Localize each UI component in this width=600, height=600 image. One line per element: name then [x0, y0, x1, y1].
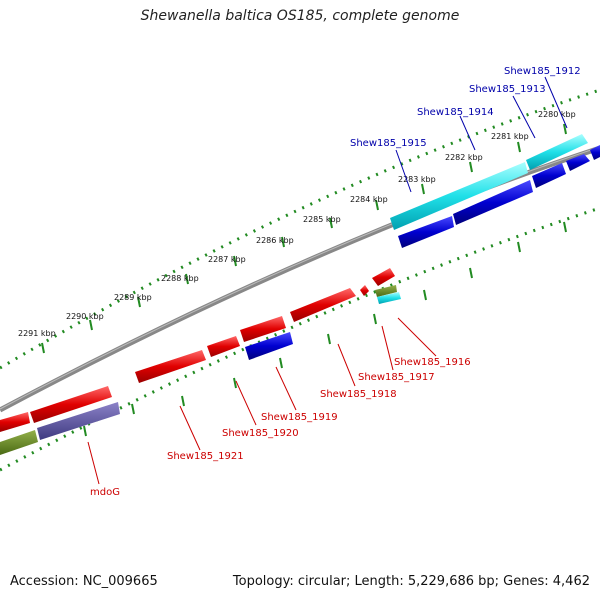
- page-title: Shewanella baltica OS185, complete genom…: [140, 8, 460, 24]
- cds-feature-1913: [453, 180, 533, 225]
- gene-label-Shew185_1913: Shew185_1913: [469, 84, 546, 95]
- gene-label-mdoG: mdoG: [90, 487, 120, 498]
- tick-label-2287: 2287 kbp: [208, 255, 246, 264]
- genome-summary-text: Topology: circular; Length: 5,229,686 bp…: [232, 574, 590, 589]
- cds-feature-1912b: [566, 154, 590, 171]
- gene-label-Shew185_1916: Shew185_1916: [394, 357, 471, 368]
- tick-label-2282: 2282 kbp: [445, 153, 483, 162]
- gene-label-Shew185_1915: Shew185_1915: [350, 138, 427, 149]
- genome-backbone-highlight: [0, 146, 600, 410]
- tick-label-2281: 2281 kbp: [491, 132, 529, 141]
- inner-ticks: [83, 221, 567, 437]
- tick-label-2288: 2288 kbp: [161, 274, 199, 283]
- cds-feature-mdoG: [30, 386, 112, 423]
- cds-feature-1920: [207, 336, 240, 357]
- top-label-leaders: [395, 76, 568, 193]
- forward-features: [390, 134, 600, 248]
- accession-text: Accession: NC_009665: [10, 574, 158, 589]
- tick-label-2285: 2285 kbp: [303, 215, 341, 224]
- genome-backbone: [0, 145, 600, 413]
- tick-label-2286: 2286 kbp: [256, 236, 294, 245]
- reverse-features: [0, 268, 401, 455]
- bottom-label-leaders: [87, 317, 437, 485]
- tick-label-2291: 2291 kbp: [18, 329, 56, 338]
- scale-track-inner: [0, 206, 600, 472]
- gene-label-Shew185_1919: Shew185_1919: [261, 412, 338, 423]
- rna-feature-1913: [390, 162, 528, 230]
- rna-feature-1912: [526, 134, 588, 170]
- cds-feature-1916b: [375, 285, 397, 297]
- gene-label-Shew185_1917: Shew185_1917: [358, 372, 435, 383]
- gene-label-Shew185_1921: Shew185_1921: [167, 451, 244, 462]
- cds-feature-1919a: [240, 316, 286, 342]
- gene-label-Shew185_1912: Shew185_1912: [504, 66, 581, 77]
- cds-feature-1921: [135, 350, 206, 383]
- cds-feature-edge-left: [0, 412, 30, 432]
- cds-feature-olive: [0, 430, 38, 455]
- tick-label-2283: 2283 kbp: [398, 175, 436, 184]
- tick-label-2289: 2289 kbp: [114, 293, 152, 302]
- gene-label-Shew185_1920: Shew185_1920: [222, 428, 299, 439]
- tick-label-2280: 2280 kbp: [538, 110, 576, 119]
- cds-feature-1918: [290, 288, 356, 322]
- cds-feature-purple: [37, 402, 120, 440]
- cds-feature-1914: [398, 216, 454, 248]
- cds-feature-1916: [372, 268, 395, 286]
- cds-feature-1916c: [377, 292, 401, 304]
- cds-feature-1912a: [532, 163, 566, 188]
- gene-label-Shew185_1914: Shew185_1914: [417, 107, 494, 118]
- cds-feature-edge: [590, 145, 600, 160]
- tick-label-2284: 2284 kbp: [350, 195, 388, 204]
- outer-ticks: [41, 123, 567, 354]
- gene-label-Shew185_1918: Shew185_1918: [320, 389, 397, 400]
- cds-feature-1917: [360, 285, 369, 296]
- tick-label-2290: 2290 kbp: [66, 312, 104, 321]
- cds-feature-1919b: [245, 332, 293, 360]
